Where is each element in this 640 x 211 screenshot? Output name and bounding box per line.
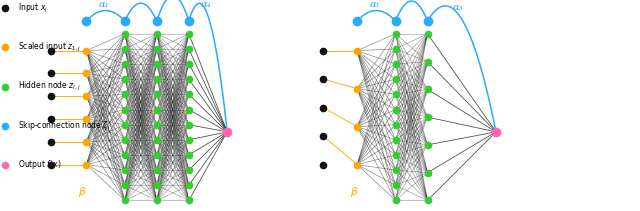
Text: Input $x_j$: Input $x_j$ [18,2,48,15]
Text: $\beta$: $\beta$ [78,185,86,199]
Text: Skip-connection node $\zeta_l$: Skip-connection node $\zeta_l$ [18,119,110,132]
Text: Scaled input $z_{1,j}$: Scaled input $z_{1,j}$ [18,41,81,54]
Text: Hidden node $z_{l,j}$: Hidden node $z_{l,j}$ [18,80,81,93]
Text: Output $f(x)$: Output $f(x)$ [18,158,61,171]
Text: $\beta$: $\beta$ [350,185,358,199]
Text: α₃: α₃ [453,3,463,12]
Text: α₁: α₁ [99,0,109,8]
Text: α₄: α₄ [201,0,211,9]
Text: α₁: α₁ [369,0,380,8]
Text: α₂: α₂ [134,0,145,1]
